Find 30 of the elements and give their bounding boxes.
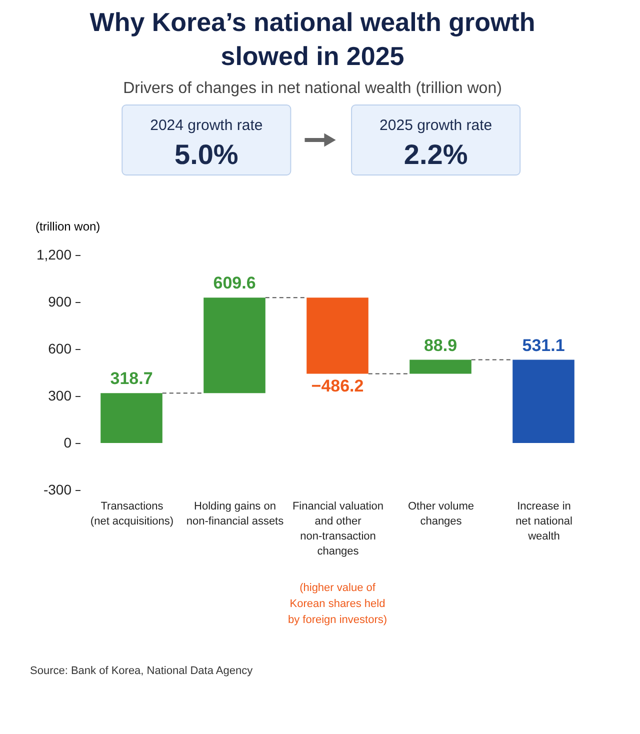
bar <box>204 298 266 394</box>
data-label: −486.2 <box>311 376 364 396</box>
y-tick-label: 0 <box>64 434 72 450</box>
y-tick-label: 600 <box>48 340 72 356</box>
bar <box>410 360 472 374</box>
y-tick-label: -300 <box>43 482 72 498</box>
x-tick-label: Increase in net national wealth <box>516 500 572 542</box>
bar <box>100 393 162 443</box>
y-tick-label: 900 <box>48 294 72 310</box>
y-axis-title: (trillion won) <box>36 220 100 234</box>
y-tick-label: 1,200 <box>36 246 72 262</box>
text: 2024 growth rate <box>150 117 263 134</box>
x-tick-label: Transactions (net acquisitions) <box>90 500 174 528</box>
bar <box>306 298 368 374</box>
text: (higher value of Korean shares held by foreign investors) <box>288 582 388 626</box>
x-tick-label: Financial valuation and other non-transaction changes <box>292 500 384 558</box>
data-label: 88.9 <box>424 336 458 355</box>
bar <box>512 360 574 443</box>
text: 5.0% <box>174 139 238 170</box>
text: 2025 growth rate <box>380 117 492 134</box>
data-label: 318.7 <box>110 369 153 388</box>
data-label: 531.1 <box>522 336 565 355</box>
text: 2.2% <box>404 139 468 170</box>
source-note: Source: Bank of Korea, National Data Agency <box>30 665 254 677</box>
y-tick-label: 300 <box>48 388 72 404</box>
chart-subtitle: Drivers of changes in net national wealth (trillion won) <box>123 80 502 97</box>
data-label: 609.6 <box>213 274 256 293</box>
chart-title: Why Korea’s national wealth growth slowed in 2025 <box>90 7 536 71</box>
x-tick-label: Holding gains on non-financial assets <box>186 500 284 528</box>
x-tick-label: Other volume changes <box>408 500 474 528</box>
